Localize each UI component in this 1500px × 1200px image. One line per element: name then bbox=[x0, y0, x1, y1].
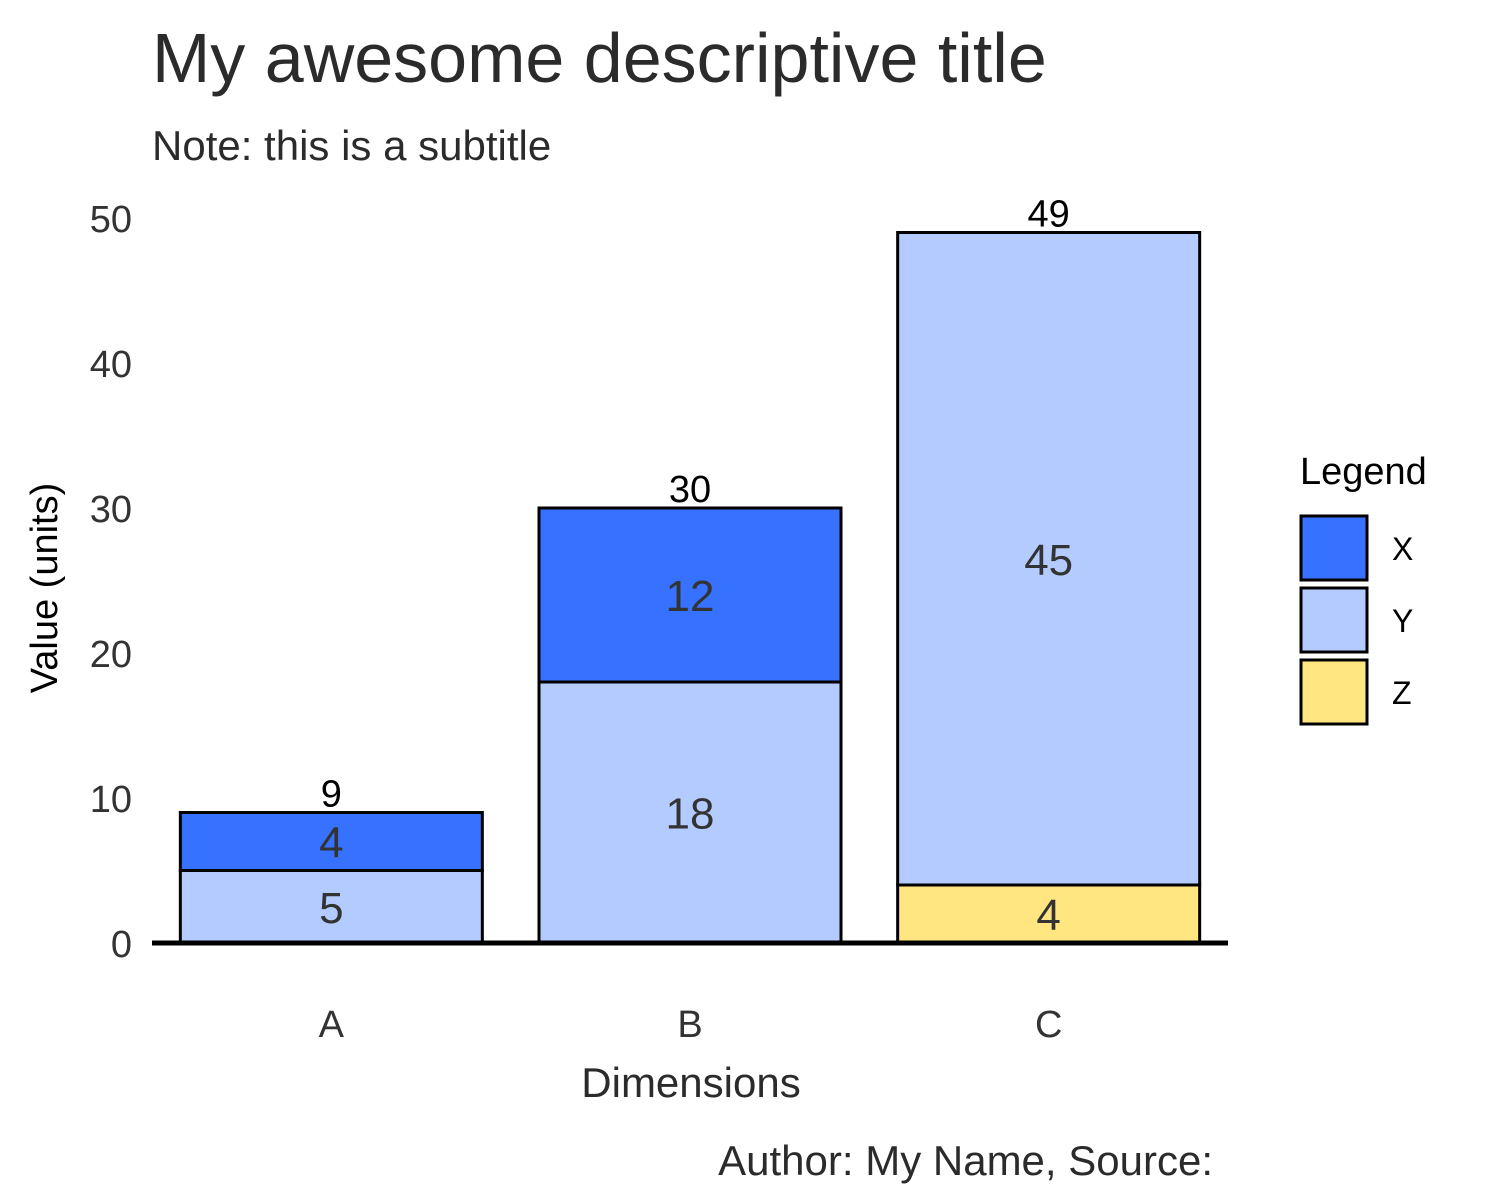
y-tick-label: 40 bbox=[90, 344, 132, 386]
legend-swatch-z bbox=[1299, 658, 1369, 726]
segment-value-label: 12 bbox=[666, 572, 715, 621]
legend: Legend XYZ bbox=[1299, 451, 1427, 726]
segment-value-label: 18 bbox=[666, 790, 715, 839]
x-tick-label: A bbox=[319, 1004, 345, 1046]
x-axis-title: Dimensions bbox=[581, 1059, 800, 1106]
y-tick-label: 30 bbox=[90, 489, 132, 531]
chart-caption: Author: My Name, Source: bbox=[718, 1137, 1213, 1184]
chart-title: My awesome descriptive title bbox=[152, 19, 1047, 97]
bar-total-label: 9 bbox=[321, 774, 342, 816]
segment-value-label: 45 bbox=[1024, 536, 1073, 585]
y-tick-label: 0 bbox=[111, 924, 132, 966]
legend-swatch-y bbox=[1299, 586, 1369, 654]
y-tick-label: 10 bbox=[90, 779, 132, 821]
bar-total-label: 49 bbox=[1028, 194, 1070, 236]
bar-total-label: 30 bbox=[669, 469, 711, 511]
legend-label-x: X bbox=[1392, 531, 1413, 567]
x-tick-label: C bbox=[1035, 1004, 1062, 1046]
chart-subtitle: Note: this is a subtitle bbox=[152, 122, 551, 169]
segment-value-label: 5 bbox=[319, 884, 343, 933]
legend-swatch-x bbox=[1299, 514, 1369, 582]
y-tick-label: 50 bbox=[90, 199, 132, 241]
legend-title: Legend bbox=[1300, 451, 1427, 493]
bar-segment-a-x bbox=[178, 811, 484, 872]
y-axis-title: Value (units) bbox=[24, 483, 66, 694]
legend-label-y: Y bbox=[1392, 603, 1413, 639]
legend-label-z: Z bbox=[1392, 675, 1412, 711]
bar-segment-a-y bbox=[178, 869, 484, 945]
segment-value-label: 4 bbox=[1036, 891, 1060, 940]
x-tick-label: B bbox=[677, 1004, 702, 1046]
bar-segment-c-y bbox=[896, 231, 1202, 887]
segment-value-label: 4 bbox=[319, 819, 343, 868]
y-tick-label: 20 bbox=[90, 634, 132, 676]
bar-segment-b-x bbox=[537, 506, 843, 684]
